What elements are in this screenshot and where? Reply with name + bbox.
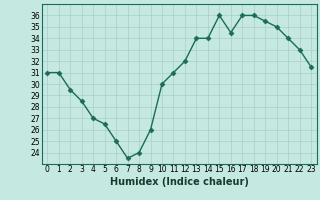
- X-axis label: Humidex (Indice chaleur): Humidex (Indice chaleur): [110, 177, 249, 187]
